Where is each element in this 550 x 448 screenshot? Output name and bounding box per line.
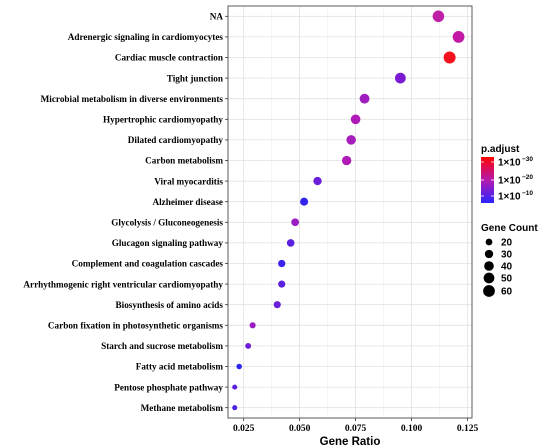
data-point	[245, 342, 252, 349]
color-legend-title: p.adjust	[481, 144, 520, 155]
y-tick-label: Glucagon signaling pathway	[112, 238, 224, 248]
y-tick-label: Cardiac muscle contraction	[115, 53, 223, 63]
data-point	[432, 10, 445, 23]
x-tick-label: 0.100	[401, 424, 423, 434]
size-legend-title: Gene Count	[481, 223, 538, 234]
data-point	[341, 155, 352, 166]
data-point	[300, 197, 309, 206]
y-tick-label: Starch and sucrose metabolism	[101, 341, 223, 351]
color-legend-exponent: −30	[522, 156, 533, 163]
x-axis-title: Gene Ratio	[320, 436, 381, 448]
data-point	[232, 384, 238, 390]
y-tick-label: Dilated cardiomyopathy	[128, 135, 224, 145]
color-legend-label: 1×10	[498, 176, 521, 187]
data-point	[273, 301, 281, 309]
data-point	[452, 31, 465, 43]
data-point	[291, 218, 300, 227]
data-point	[236, 363, 242, 370]
data-point	[278, 280, 286, 288]
plot-border	[227, 5, 473, 419]
y-tick-label: Pentose phosphate pathway	[114, 382, 223, 392]
data-point	[278, 259, 286, 268]
size-legend-dot	[484, 261, 494, 271]
y-tick-label: Carbon metabolism	[145, 156, 223, 166]
x-tick-label: 0.075	[345, 424, 367, 434]
size-legend-label: 60	[501, 287, 513, 298]
y-tick-label: Complement and coagulation cascades	[72, 259, 224, 269]
size-legend-label: 40	[501, 262, 513, 273]
data-point	[286, 239, 295, 247]
data-point	[394, 72, 406, 84]
size-legend-dot	[483, 272, 495, 284]
size-legend-dot	[485, 238, 493, 246]
plot-panel	[228, 6, 472, 418]
y-tick-label: Carbon fixation in photosynthetic organi…	[48, 321, 224, 331]
size-legend-label: 30	[501, 250, 513, 261]
y-tick-label: Alzheimer disease	[152, 197, 223, 207]
y-tick-label: Arrhythmogenic right ventricular cardiom…	[23, 279, 223, 289]
data-point	[346, 135, 356, 145]
x-tick-label: 0.025	[233, 424, 255, 434]
data-point	[359, 93, 370, 104]
x-tick-label: 0.125	[457, 424, 479, 434]
y-tick-label: Tight junction	[167, 73, 223, 83]
y-tick-label: Microbial metabolism in diverse environm…	[41, 94, 224, 104]
data-point	[350, 114, 361, 125]
size-legend-label: 50	[501, 274, 513, 285]
y-tick-label: Fatty acid metabolism	[136, 362, 224, 372]
y-tick-label: Biosynthesis of amino acids	[116, 300, 224, 310]
y-tick-label: Hypertrophic cardiomyopathy	[103, 115, 223, 125]
size-legend-label: 20	[501, 238, 513, 249]
color-legend-exponent: −20	[522, 174, 533, 181]
y-tick-label: Adrenergic signaling in cardiomyocytes	[68, 32, 224, 42]
color-legend-label: 1×10	[498, 192, 521, 203]
y-tick-label: NA	[210, 12, 224, 22]
color-legend-exponent: −10	[522, 190, 533, 197]
size-legend-dot	[484, 249, 494, 259]
color-legend-bar	[481, 157, 494, 203]
size-legend-dot	[483, 285, 495, 297]
data-point	[443, 51, 456, 64]
color-legend-label: 1×10	[498, 158, 521, 169]
y-tick-label: Methane metabolism	[141, 403, 224, 413]
data-point	[232, 405, 238, 411]
data-point	[249, 322, 256, 329]
data-point	[313, 176, 322, 186]
x-tick-label: 0.050	[289, 424, 311, 434]
y-tick-label: Glycolysis / Gluconeogenesis	[111, 218, 223, 228]
y-tick-label: Viral myocarditis	[154, 176, 223, 186]
